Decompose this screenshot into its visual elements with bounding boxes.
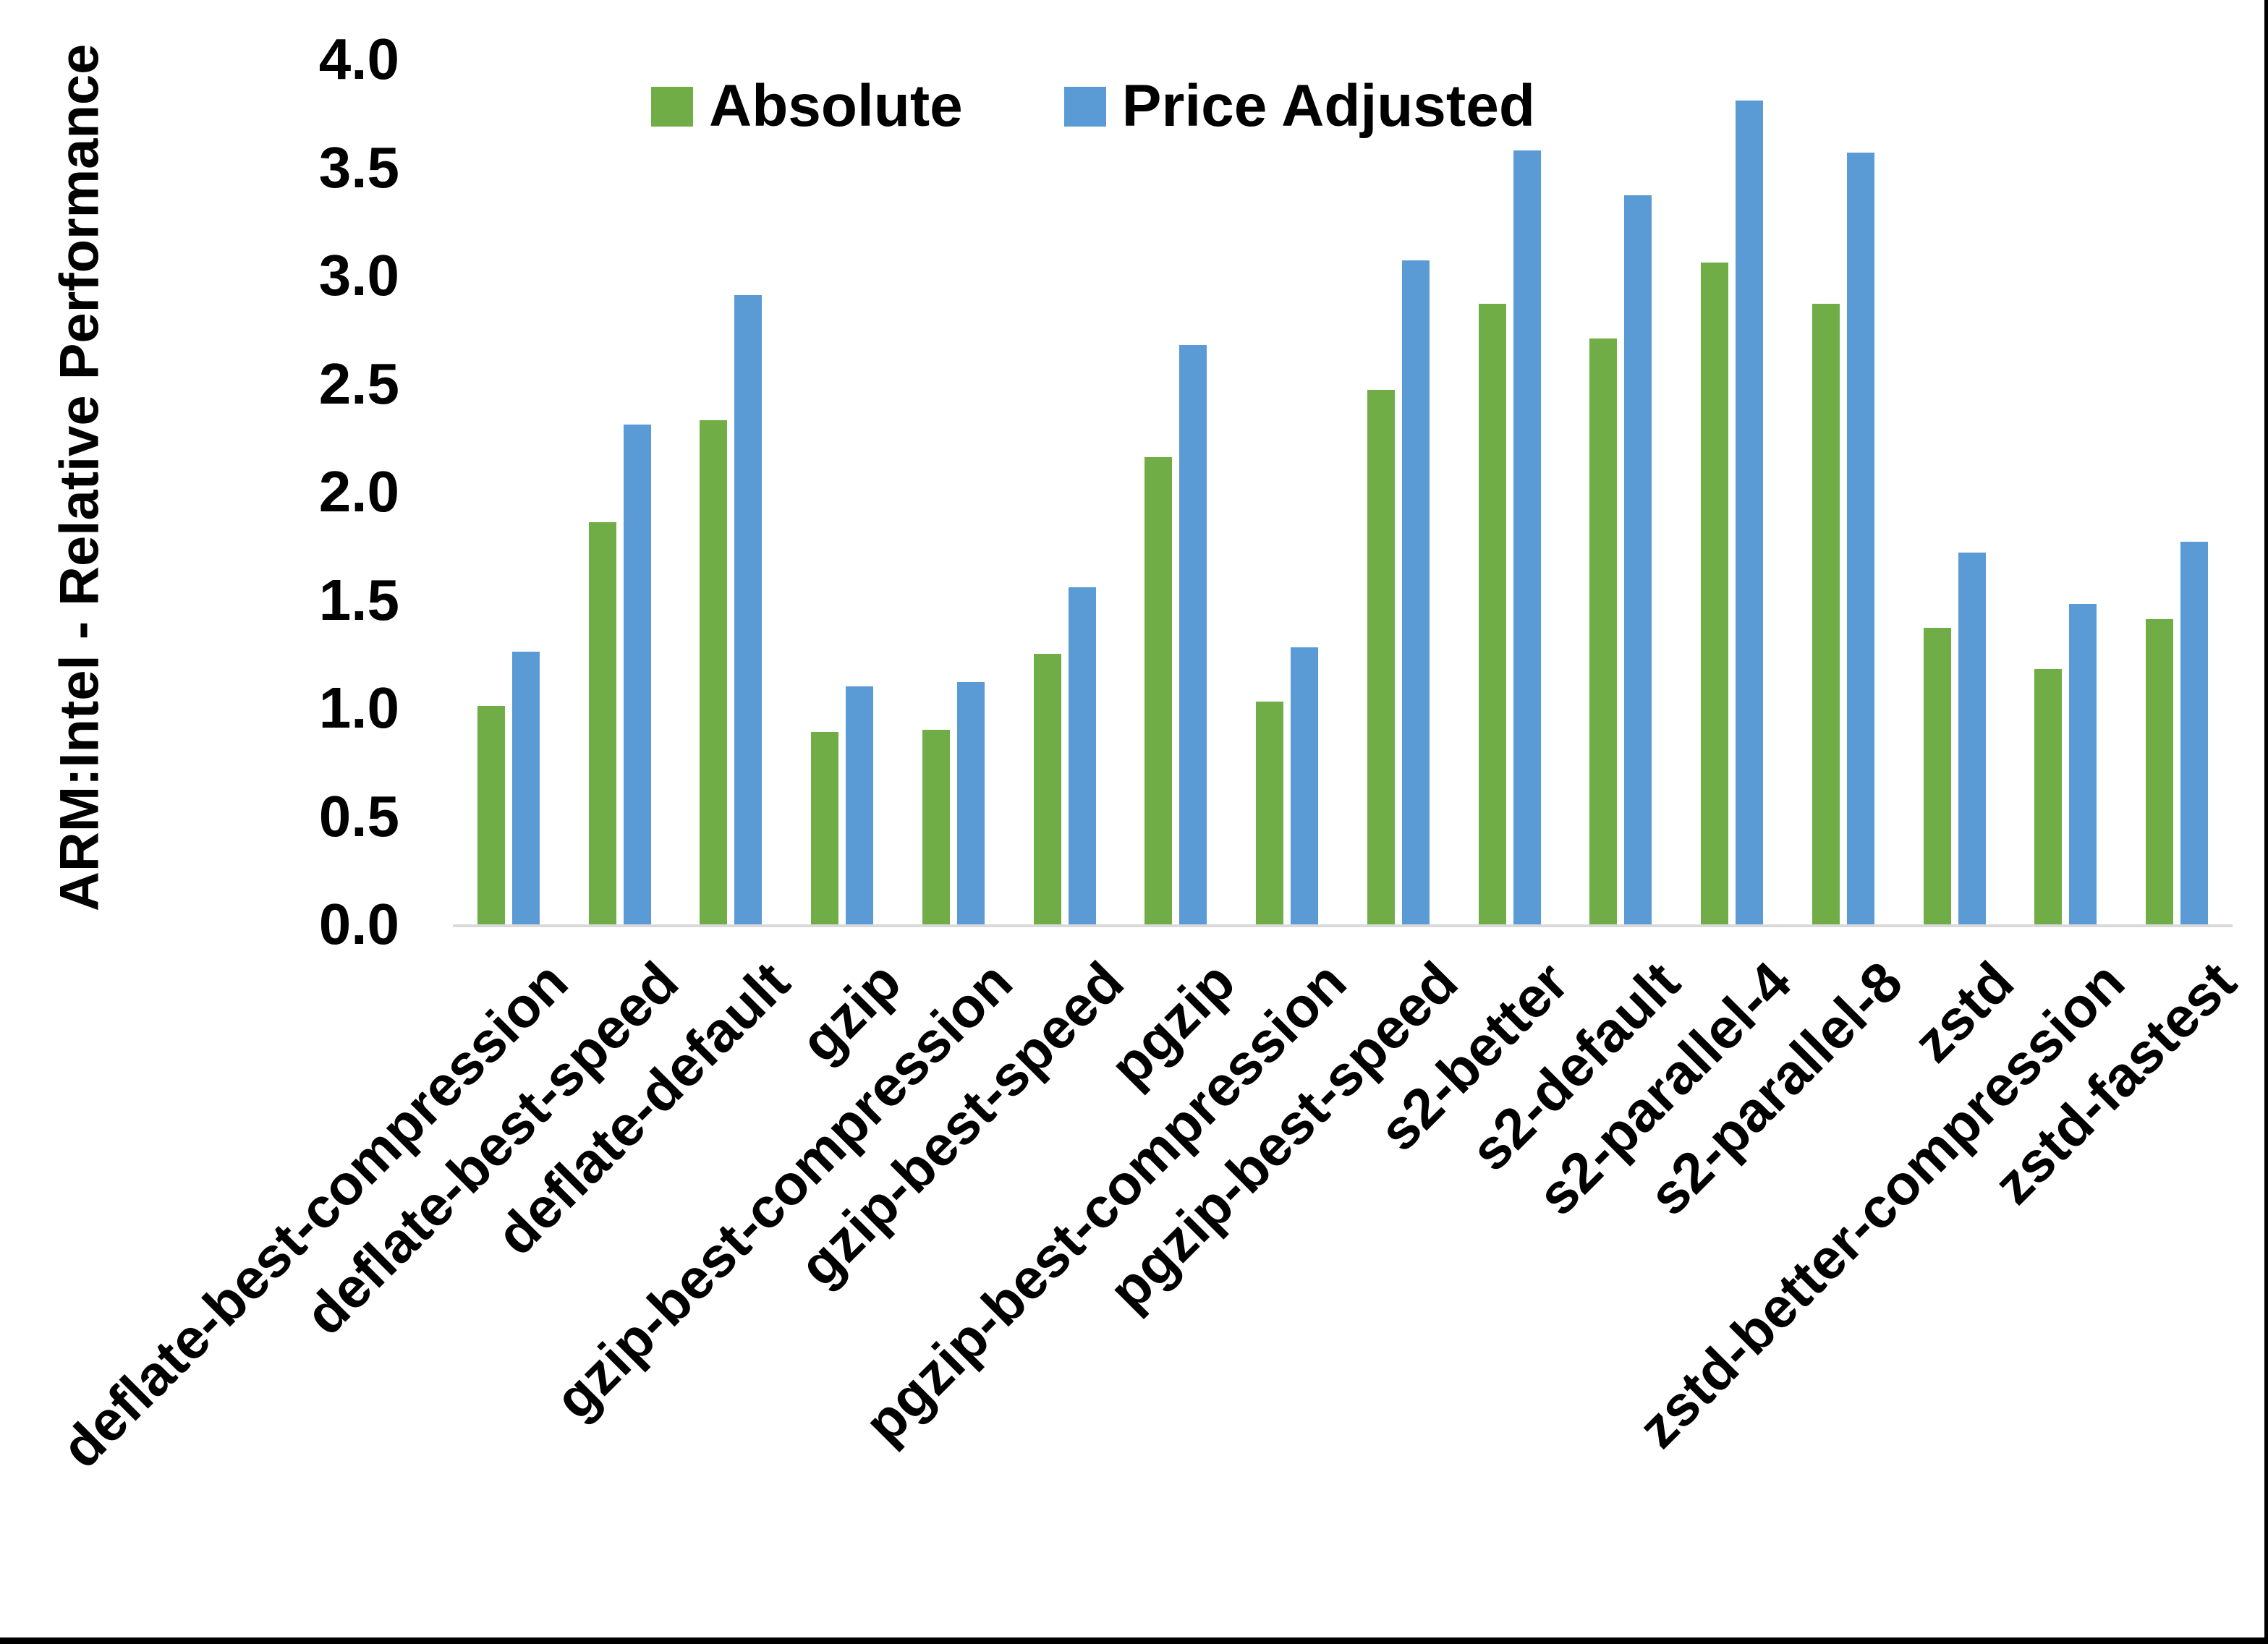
x-axis-line xyxy=(453,924,2233,927)
bar-absolute xyxy=(1144,457,1173,924)
bar-cluster-s2-better xyxy=(1454,59,1566,924)
bar-price-adjusted xyxy=(1401,260,1430,924)
bar-cluster-zstd-better-compression xyxy=(2010,59,2122,924)
bar-cluster-s2-parallel-4 xyxy=(1676,59,1788,924)
bar-absolute xyxy=(1923,628,1951,924)
y-axis-tick-label: 3.5 xyxy=(318,135,399,200)
y-axis-tick-label: 1.5 xyxy=(318,567,399,632)
bar-price-adjusted xyxy=(623,425,651,924)
bar-absolute xyxy=(1701,263,1729,924)
legend-label: Price Adjusted xyxy=(1121,73,1535,139)
bar-absolute xyxy=(922,729,950,924)
bar-cluster-deflate-best-speed xyxy=(564,59,676,924)
bar-cluster-zstd-fastest xyxy=(2121,59,2233,924)
bar-absolute xyxy=(1812,303,1840,924)
bar-absolute xyxy=(811,731,839,924)
y-axis-tick-label: 2.0 xyxy=(318,459,399,524)
legend-label: Absolute xyxy=(709,73,963,139)
bar-price-adjusted xyxy=(1624,195,1652,924)
y-axis-tick-label: 2.5 xyxy=(318,351,399,416)
bar-absolute xyxy=(2146,619,2174,924)
bar-price-adjusted xyxy=(511,652,540,924)
bar-price-adjusted xyxy=(1068,587,1096,924)
legend-entry-price-adjusted: Price Adjusted xyxy=(1063,72,1535,140)
bar-cluster-pgzip xyxy=(1121,59,1232,924)
y-axis-tick-label: 0.0 xyxy=(318,892,399,956)
bar-price-adjusted xyxy=(1291,647,1319,924)
legend: Absolute Price Adjusted xyxy=(651,72,1535,140)
bar-cluster-zstd xyxy=(1899,59,2010,924)
bar-absolute xyxy=(1256,702,1284,924)
bar-price-adjusted xyxy=(1958,552,1986,924)
bar-price-adjusted xyxy=(1513,150,1541,924)
bar-price-adjusted xyxy=(1179,344,1207,924)
bar-price-adjusted xyxy=(1736,100,1764,924)
plot-area xyxy=(453,59,2233,924)
legend-entry-absolute: Absolute xyxy=(651,72,963,140)
bar-price-adjusted xyxy=(2069,604,2097,924)
legend-swatch-icon xyxy=(1063,86,1106,127)
bar-price-adjusted xyxy=(734,294,763,924)
bar-cluster-deflate-default xyxy=(676,59,787,924)
bar-absolute xyxy=(700,420,728,924)
bar-absolute xyxy=(477,706,505,924)
bar-absolute xyxy=(1589,338,1618,924)
bar-cluster-gzip-best-compression xyxy=(898,59,1009,924)
y-axis-tick-label: 1.0 xyxy=(318,676,399,740)
bar-cluster-pgzip-best-speed xyxy=(1343,59,1454,924)
bar-price-adjusted xyxy=(2180,541,2209,924)
bar-absolute xyxy=(588,521,616,924)
bar-absolute xyxy=(1033,654,1061,924)
y-axis-tick-label: 4.0 xyxy=(318,27,399,91)
legend-swatch-icon xyxy=(651,86,693,127)
bar-cluster-s2-default xyxy=(1566,59,1677,924)
bar-absolute xyxy=(1478,303,1506,924)
bar-cluster-deflate-best-compression xyxy=(453,59,564,924)
bar-cluster-gzip xyxy=(786,59,898,924)
y-axis-tick-label: 3.0 xyxy=(318,243,399,307)
y-axis-tick-label: 0.5 xyxy=(318,783,399,848)
bar-cluster-s2-parallel-8 xyxy=(1788,59,1899,924)
bar-price-adjusted xyxy=(956,682,985,924)
bar-price-adjusted xyxy=(1846,152,1874,924)
bar-price-adjusted xyxy=(846,686,874,924)
bar-absolute xyxy=(1367,390,1395,924)
bar-absolute xyxy=(2034,669,2063,924)
bar-cluster-pgzip-best-compression xyxy=(1231,59,1343,924)
bar-cluster-gzip-best-speed xyxy=(1009,59,1121,924)
